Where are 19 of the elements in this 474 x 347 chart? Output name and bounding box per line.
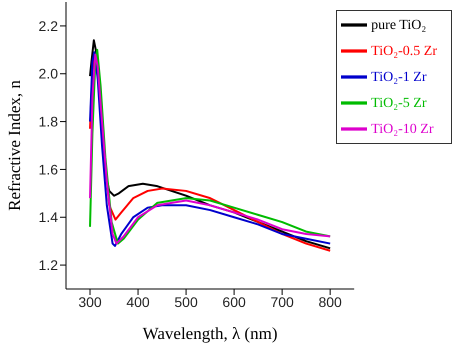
legend-label: TiO₂-1 Zr: [371, 70, 426, 86]
x-tick-label: 700: [270, 294, 294, 310]
x-tick-label: 800: [318, 294, 342, 310]
y-tick-label: 1.2: [38, 257, 58, 274]
legend-label: TiO₂-0.5 Zr: [371, 44, 437, 60]
y-axis-title: Refractive Index, n: [5, 80, 24, 211]
x-tick-label: 500: [174, 294, 198, 310]
y-tick-label: 2.0: [38, 66, 58, 82]
y-tick-label: 1.8: [38, 114, 58, 130]
y-tick-label: 1.4: [38, 209, 58, 226]
legend-label: TiO₂-5 Zr: [371, 96, 426, 112]
x-tick-label: 300: [78, 294, 102, 310]
y-tick-label: 2.2: [38, 18, 58, 34]
y-tick-label: 1.6: [38, 161, 58, 178]
x-tick-label: 400: [126, 294, 150, 310]
legend-label: pure TiO₂: [371, 18, 426, 34]
legend-label: TiO₂-10 Zr: [371, 122, 434, 138]
x-axis-title: Wavelength, λ (nm): [142, 324, 278, 343]
x-tick-label: 600: [222, 294, 246, 310]
